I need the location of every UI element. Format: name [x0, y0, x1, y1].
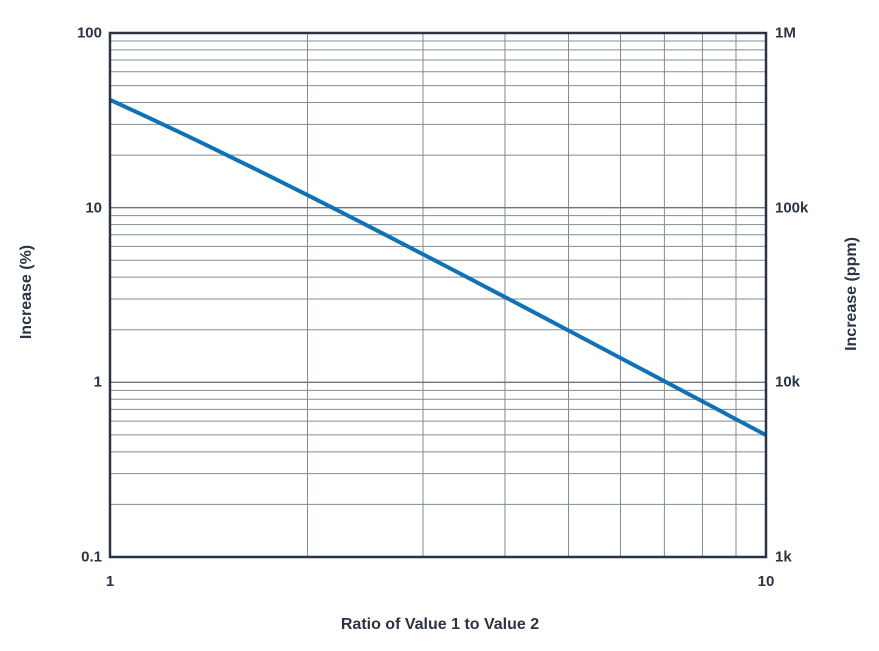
data-line-increase: [109, 98, 767, 437]
axis-frame: [108, 31, 768, 559]
y-axis-right-tick-label: 10k: [775, 373, 801, 391]
y-axis-left-title: Increase (%): [18, 244, 35, 340]
y-axis-left-tick-label: 0.1: [81, 548, 102, 566]
y-axis-right-tick-label: 1k: [775, 548, 792, 566]
y-axis-left-tick-label: 100: [76, 24, 102, 42]
y-axis-right-title: Increase (ppm): [843, 237, 860, 351]
y-axis-right-tick-label: 1M: [775, 24, 796, 42]
x-axis-title: Ratio of Value 1 to Value 2: [340, 616, 540, 633]
y-axis-left-tick-label: 10: [85, 199, 102, 217]
y-axis-left-tick-label: 1: [93, 373, 102, 391]
x-axis-tick-label: 1: [105, 573, 115, 590]
y-axis-right-tick-label: 100k: [775, 199, 809, 217]
x-axis-tick-label: 10: [757, 573, 775, 590]
